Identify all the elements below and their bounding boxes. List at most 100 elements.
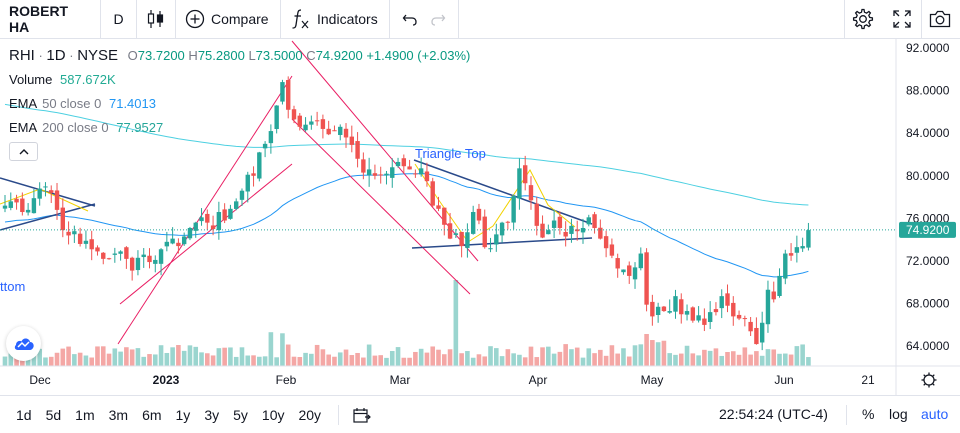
candle-body — [297, 115, 302, 127]
chart-style-button[interactable] — [137, 0, 175, 38]
range-3y-button[interactable]: 3y — [204, 406, 220, 423]
candle-body — [124, 247, 129, 259]
volume-bar — [320, 349, 326, 366]
legend-volume-row[interactable]: Volume 587.672K — [9, 68, 470, 92]
volume-label: Volume — [9, 72, 53, 87]
range-1d-button[interactable]: 1d — [16, 406, 32, 423]
candle-body — [378, 174, 383, 176]
candle-body — [54, 190, 60, 210]
volume-bar — [285, 344, 291, 366]
price-chart[interactable]: Triangle Top ttom 92.0000 88.0000 84.0000 8… — [0, 39, 960, 395]
range-1m-button[interactable]: 1m — [75, 406, 95, 423]
ema50-params: 50 close 0 — [42, 96, 102, 111]
candle-body — [268, 131, 274, 144]
candle-body — [667, 311, 672, 313]
range-5y-button[interactable]: 5y — [233, 406, 248, 423]
volume-bar — [228, 347, 233, 366]
volume-bar — [135, 348, 141, 366]
triangle-top-resistance — [413, 159, 593, 225]
volume-bar — [783, 353, 788, 366]
volume-bar — [788, 354, 794, 366]
compare-button[interactable]: Compare — [176, 0, 280, 38]
low-label: L — [248, 48, 256, 63]
time-axis[interactable]: Dec 2023 Feb Mar Apr May Jun 21 — [29, 373, 875, 387]
volume-bar — [2, 356, 8, 366]
indicators-button[interactable]: Indicators — [281, 0, 389, 38]
legend-collapse-button[interactable] — [9, 142, 38, 161]
price-axis-label: 76.0000 — [906, 211, 950, 225]
legend-main-row[interactable]: RHI · 1D · NYSE O73.7200 H75.2800 L73.50… — [9, 44, 470, 68]
left-trend-line — [0, 203, 96, 231]
candle-body — [60, 207, 65, 231]
volume-bar — [470, 357, 476, 366]
candle-body — [800, 246, 805, 249]
log-toggle[interactable]: log — [889, 406, 908, 422]
channel-line — [117, 75, 293, 345]
goto-date-button[interactable] — [353, 407, 371, 423]
price-axis-label: 92.0000 — [906, 41, 950, 55]
range-20y-button[interactable]: 20y — [298, 406, 322, 423]
fullscreen-button[interactable] — [884, 0, 920, 38]
percent-toggle[interactable]: % — [862, 406, 875, 422]
candle-body — [424, 171, 430, 182]
undo-button[interactable] — [396, 0, 424, 38]
volume-bar — [326, 354, 331, 366]
candle-body — [205, 213, 210, 223]
volume-bar — [355, 352, 360, 366]
volume-bar — [337, 352, 343, 366]
volume-bar — [754, 351, 759, 366]
time-axis-label: Dec — [29, 373, 50, 387]
candle-body — [575, 229, 580, 232]
candle-body — [135, 257, 141, 271]
legend-ema200-row[interactable]: EMA 200 close 0 77.9527 — [9, 116, 470, 140]
auto-scale-toggle[interactable]: auto — [921, 406, 949, 422]
legend-ema50-row[interactable]: EMA 50 close 0 71.4013 — [9, 92, 470, 116]
chart-area[interactable]: Triangle Top ttom 92.0000 88.0000 84.0000 8… — [0, 39, 960, 395]
candle-body — [2, 205, 8, 209]
volume-bar — [557, 351, 563, 366]
candle-body — [291, 109, 297, 120]
candle-body — [673, 296, 678, 312]
volume-bar — [124, 347, 129, 366]
settings-button[interactable] — [845, 0, 881, 38]
triangle-top-label[interactable]: Triangle Top — [415, 146, 486, 161]
volume-bar — [112, 348, 118, 366]
top-toolbar: ROBERT HA D Compare Indicators — [0, 0, 960, 39]
redo-button[interactable] — [424, 0, 452, 38]
price-axis[interactable]: 92.0000 88.0000 84.0000 80.0000 76.0000 72.00… — [906, 41, 950, 353]
range-5d-button[interactable]: 5d — [45, 406, 62, 423]
candle-body — [407, 166, 412, 170]
interval-button[interactable]: D — [113, 11, 124, 27]
screenshot-button[interactable] — [922, 0, 958, 38]
range-6m-button[interactable]: 6m — [142, 406, 162, 423]
candle-body — [511, 196, 516, 223]
volume-bar — [60, 348, 66, 366]
volume-bar — [222, 347, 227, 366]
time-axis-label: Feb — [276, 373, 297, 387]
range-3m-button[interactable]: 3m — [108, 406, 129, 423]
candle-body — [436, 205, 441, 209]
tradingview-logo-button[interactable] — [6, 326, 41, 361]
volume-bar — [401, 357, 407, 366]
volume-bar — [89, 357, 94, 366]
range-1y-button[interactable]: 1y — [175, 406, 191, 423]
pattern-label-fragment[interactable]: ttom — [0, 279, 25, 294]
candle-body — [43, 186, 48, 188]
axis-settings-button[interactable] — [921, 372, 937, 388]
timezone-clock[interactable]: 22:54:24 (UTC-4) — [719, 406, 828, 422]
candle-body — [494, 234, 499, 245]
candle-body — [118, 251, 123, 254]
volume-bar — [118, 351, 123, 366]
close-label: C — [306, 48, 316, 63]
fx-icon — [292, 9, 309, 29]
volume-bar — [586, 348, 592, 366]
candle-body — [742, 318, 748, 320]
candle-body — [326, 128, 331, 135]
candle-body — [470, 212, 476, 234]
toolbar-divider — [136, 0, 137, 38]
time-axis-label: 2023 — [153, 373, 180, 387]
candle-body — [442, 207, 447, 225]
symbol-search-button[interactable]: ROBERT HA — [9, 3, 69, 35]
candle-body — [465, 232, 470, 248]
range-10y-button[interactable]: 10y — [261, 406, 285, 423]
